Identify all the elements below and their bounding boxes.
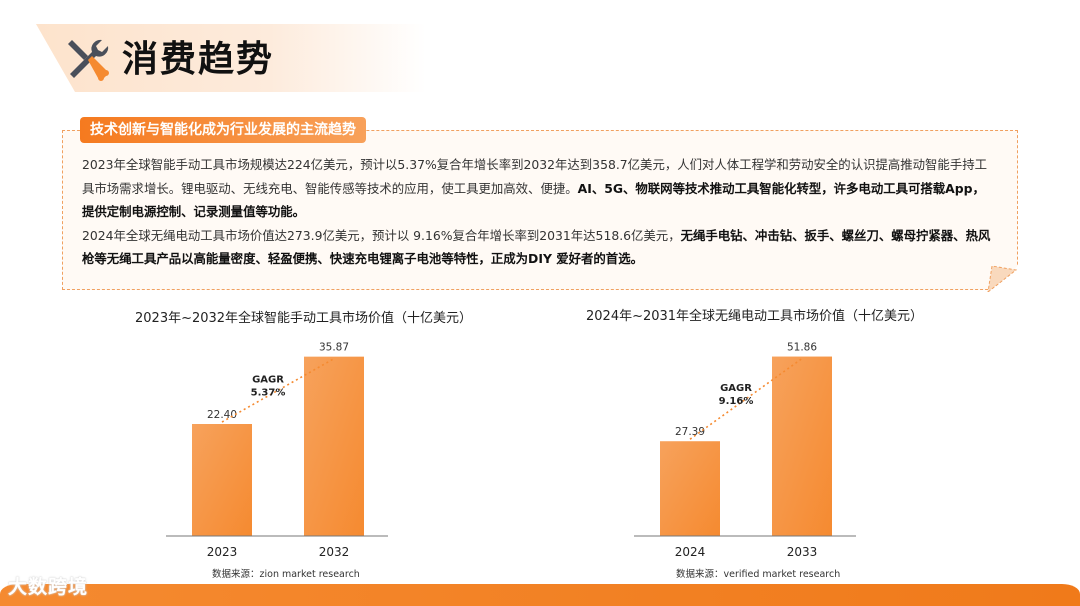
- tools-icon: [68, 39, 109, 81]
- info-text: 2023年全球智能手动工具市场规模达224亿美元，预计以5.37%复合年增长率到…: [82, 153, 992, 271]
- value-label-2023: 22.40: [207, 409, 237, 421]
- page-title: 消费趋势: [122, 39, 275, 80]
- category-label-2023: 2023: [207, 545, 238, 559]
- category-label-2033: 2033: [787, 545, 818, 559]
- info-paragraph-1a: 2023年全球智能手动工具市场规模达224亿美元，预计以5.37%复合年增长率到…: [82, 157, 987, 196]
- annotation-label: GAGR: [720, 383, 752, 394]
- info-paragraph-1b: AI、5G、物联网等技术推动工具智能化转型，许多电动工具可搭载App，提供定制电…: [82, 180, 985, 220]
- annotation-value: 9.16%: [719, 396, 754, 407]
- trend-line: [689, 357, 803, 440]
- info-paragraph-2b: 无绳手电钻、冲击钻、扳手、螺丝刀、螺母拧紧器、热风枪等无绳工具产品以高能量密度、…: [82, 227, 991, 267]
- bar-2033: [772, 356, 832, 536]
- chart-1-source: 数据来源：zion market research: [212, 569, 360, 580]
- annotation-value: 5.37%: [251, 387, 286, 398]
- value-label-2032: 35.87: [319, 342, 349, 354]
- chart-2-source: 数据来源：verified market research: [676, 569, 841, 580]
- chart-1: 22.40 2023 35.87 2032 GAGR 5.37%: [166, 342, 388, 559]
- footer-logo: 大数跨境: [8, 576, 89, 598]
- chart-2: 27.39 2024 51.86 2033 GAGR 9.16%: [634, 342, 856, 559]
- chart-2-title: 2024年~2031年全球无绳电动工具市场价值（十亿美元）: [586, 309, 924, 324]
- trend-line: [221, 357, 335, 423]
- category-label-2024: 2024: [675, 545, 706, 559]
- value-label-2033: 51.86: [787, 342, 817, 354]
- page-fold-corner: [987, 264, 1020, 292]
- bar-2032: [304, 356, 364, 536]
- value-label-2024: 27.39: [675, 426, 705, 438]
- bar-2023: [192, 424, 252, 536]
- category-label-2032: 2032: [319, 545, 350, 559]
- annotation-label: GAGR: [252, 374, 284, 385]
- bar-2024: [660, 441, 720, 536]
- info-paragraph-2a: 2024年全球无绳电动工具市场价值达273.9亿美元，预计以 9.16%复合年增…: [82, 227, 681, 243]
- info-box: [62, 130, 1018, 290]
- footer-bar: [0, 584, 1080, 606]
- chart-1-title: 2023年~2032年全球智能手动工具市场价值（十亿美元）: [135, 311, 473, 326]
- info-tag: 技术创新与智能化成为行业发展的主流趋势: [80, 117, 366, 143]
